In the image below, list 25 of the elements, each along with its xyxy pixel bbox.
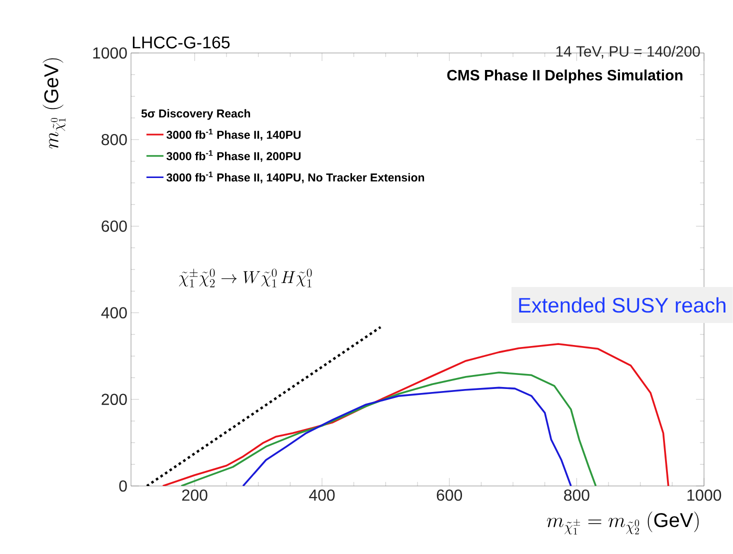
y-tick-label: 800	[102, 134, 127, 146]
y-tick-label: 1000	[93, 47, 127, 59]
legend-title: 5σ Discovery Reach	[141, 109, 250, 120]
y-tick-label: 200	[102, 394, 127, 406]
legend-label: 3000 fb$^{-1}$ Phase II, 200PU	[166, 150, 301, 162]
y-tick-label: 400	[101, 307, 127, 318]
annotation: Extended SUSY reach	[519, 297, 726, 313]
x-tick-label: 400	[309, 490, 335, 501]
legend-label: 3000 fb$^{-1}$ Phase II, 140PU	[166, 128, 301, 141]
x-tick-label: 200	[182, 490, 208, 501]
y-axis-title: $m_{\tilde{\chi}^{0}_{1}}\ (\mathrm{GeV})$	[42, 58, 66, 148]
legend-label: 3000 fb$^{-1}$ Phase II, 140PU, No Tracker Extension	[166, 172, 424, 184]
line-series	[180, 372, 597, 486]
line-series	[162, 343, 670, 486]
x-tick-label: 800	[564, 490, 590, 501]
x-tick-label: 1000	[687, 490, 722, 501]
line-series	[242, 386, 572, 486]
y-tick-label: 0	[119, 480, 127, 492]
x-axis-title: $m_{\tilde{\chi}^{\pm}_{1}} = m_{\tilde{\chi}^{0}_{2}}\ (\mathrm{GeV})$	[546, 512, 699, 535]
y-tick-label: 600	[102, 220, 127, 232]
chart-subtitle: 14 TeV, PU = 140/200	[556, 46, 700, 58]
x-tick-label: 600	[436, 490, 462, 501]
text: CMS Phase II Delphes Simulation	[447, 69, 682, 84]
text: LHCC-G-165	[132, 36, 230, 48]
annotation: $\tilde{\chi}^{\pm}_{1}\tilde{\chi}^{0}_{2} \rightarrow W\tilde{\chi}^{0}_{1}\, H\tilde{\chi}^{0}_{1}$	[178, 268, 312, 288]
